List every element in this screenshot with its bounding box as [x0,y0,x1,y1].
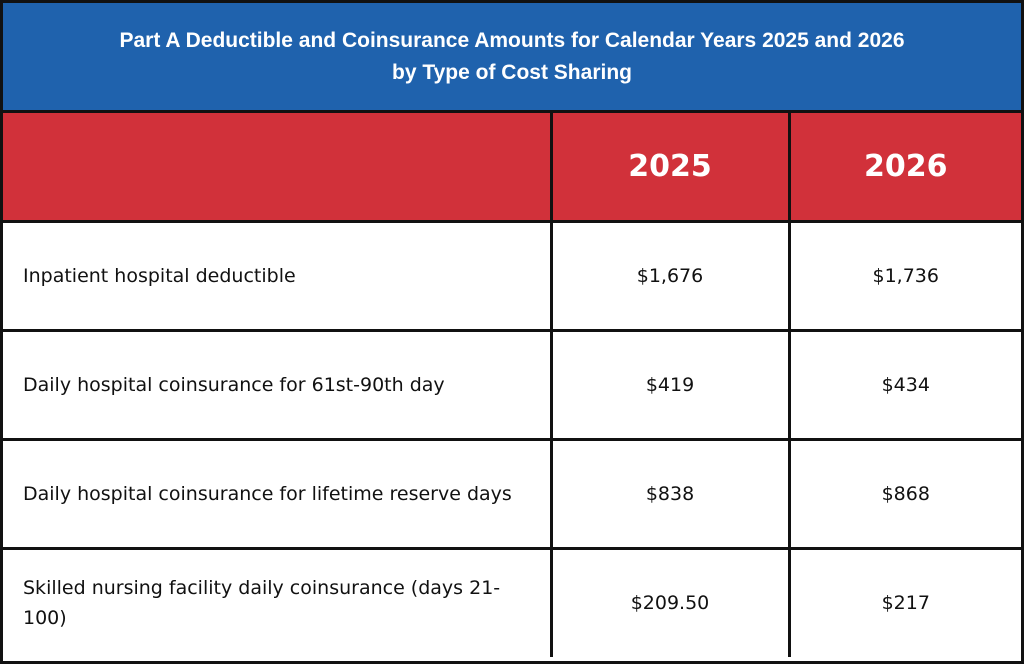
value-2026: $434 [787,328,1021,441]
value-2025: $209.50 [549,546,791,657]
row-label: Daily hospital coinsurance for 61st-90th… [3,328,553,441]
row-label: Daily hospital coinsurance for lifetime … [3,437,553,550]
row-label: Inpatient hospital deductible [3,219,553,332]
table-row: Skilled nursing facility daily coinsuran… [3,546,1021,657]
cost-sharing-table: 2025 2026 Inpatient hospital deductible … [3,113,1021,657]
value-2025: $838 [549,437,791,550]
row-label: Skilled nursing facility daily coinsuran… [3,546,553,657]
table-title-line-2: by Type of Cost Sharing [392,60,632,84]
value-2026: $868 [787,437,1021,550]
value-2025: $1,676 [549,219,791,332]
header-cell-type [3,113,553,223]
table-row: Daily hospital coinsurance for 61st-90th… [3,328,1021,441]
value-2026: $217 [787,546,1021,657]
header-cell-2026: 2026 [787,113,1021,223]
table-title: Part A Deductible and Coinsurance Amount… [3,3,1021,113]
table-row: Daily hospital coinsurance for lifetime … [3,437,1021,550]
table-title-line-1: Part A Deductible and Coinsurance Amount… [119,28,905,52]
value-2025: $419 [549,328,791,441]
table-row: Inpatient hospital deductible $1,676 $1,… [3,219,1021,332]
header-cell-2025: 2025 [549,113,791,223]
header-row: 2025 2026 [3,113,1021,223]
value-2026: $1,736 [787,219,1021,332]
